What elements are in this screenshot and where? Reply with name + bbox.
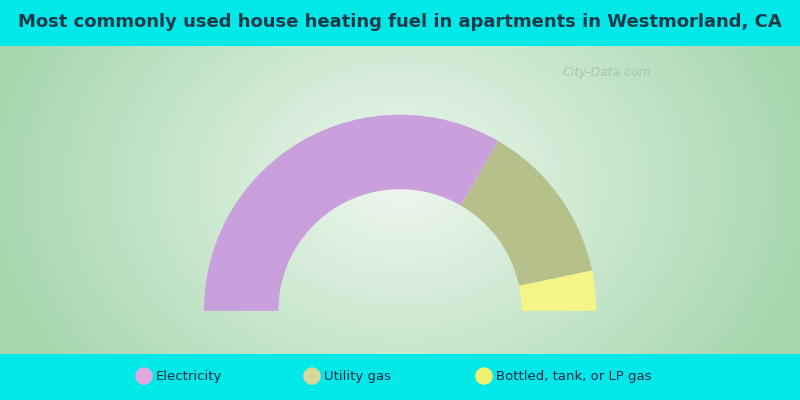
Ellipse shape: [135, 367, 153, 385]
Ellipse shape: [475, 367, 493, 385]
Text: Most commonly used house heating fuel in apartments in Westmorland, CA: Most commonly used house heating fuel in…: [18, 13, 782, 31]
Text: City-Data.com: City-Data.com: [562, 66, 651, 79]
Text: Bottled, tank, or LP gas: Bottled, tank, or LP gas: [496, 370, 651, 382]
Text: Utility gas: Utility gas: [324, 370, 391, 382]
Wedge shape: [519, 270, 596, 311]
Wedge shape: [204, 115, 498, 311]
Text: Electricity: Electricity: [156, 370, 222, 382]
Ellipse shape: [303, 367, 321, 385]
Wedge shape: [461, 141, 592, 286]
